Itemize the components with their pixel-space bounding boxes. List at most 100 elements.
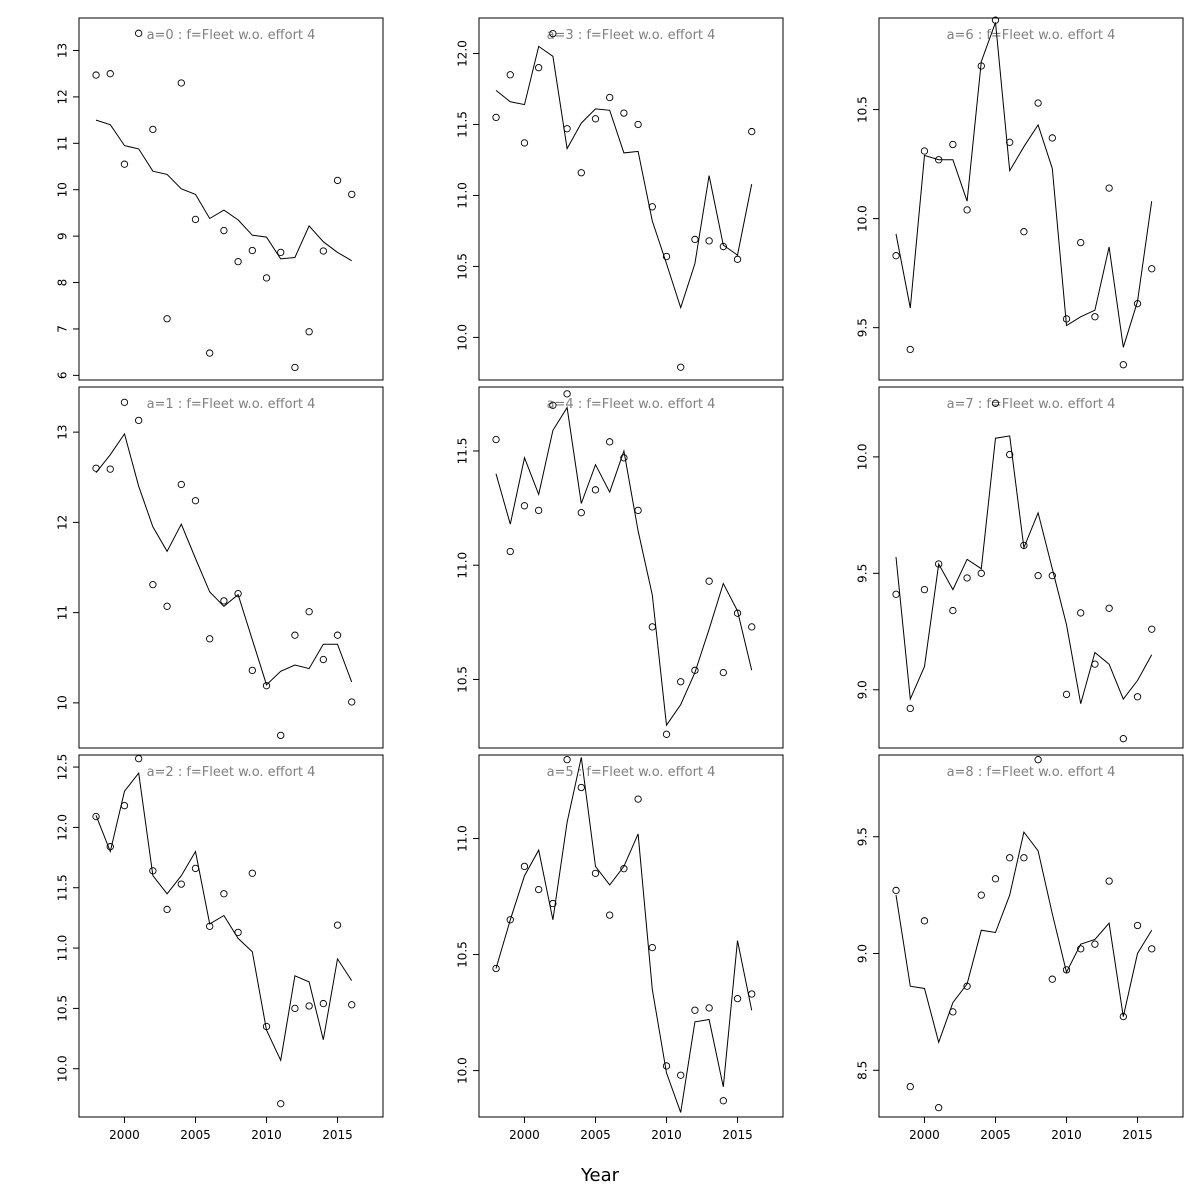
- observed-point: [1020, 854, 1028, 862]
- y-tick-label: 11: [56, 605, 70, 620]
- observed-point: [691, 1006, 699, 1014]
- observed-point: [662, 1062, 671, 1070]
- observed-point: [535, 885, 543, 894]
- observed-point: [520, 862, 529, 871]
- fitted-line: [95, 119, 352, 262]
- observed-point: [563, 755, 571, 764]
- observed-point: [333, 921, 342, 929]
- observed-point: [1091, 313, 1099, 321]
- observed-point: [319, 247, 327, 255]
- observed-point: [705, 577, 713, 585]
- observed-point: [733, 255, 742, 263]
- y-tick-label: 10.5: [456, 253, 470, 280]
- panel-title: a=6 : f=Fleet w.o. effort 4: [947, 28, 1116, 43]
- observed-point: [262, 274, 271, 282]
- plot-frame: [78, 386, 384, 749]
- y-tick-label: 10.0: [856, 205, 870, 232]
- observed-point: [906, 1082, 914, 1091]
- observed-point: [520, 502, 529, 510]
- observed-point: [620, 454, 628, 462]
- observed-point: [577, 783, 585, 792]
- y-tick-label: 9.5: [856, 318, 870, 337]
- y-tick-label: 11.5: [56, 874, 70, 901]
- observed-point: [662, 730, 671, 738]
- observed-point: [220, 597, 228, 605]
- observed-point: [163, 602, 171, 610]
- observed-point: [935, 156, 943, 164]
- observed-point: [634, 506, 642, 515]
- observed-point: [677, 1071, 685, 1079]
- observed-point: [305, 608, 313, 616]
- observed-point: [719, 242, 727, 251]
- observed-point: [691, 235, 699, 244]
- observed-point: [677, 678, 685, 686]
- panel-title: a=2 : f=Fleet w.o. effort 4: [147, 765, 316, 780]
- observed-point: [135, 29, 143, 37]
- panel-title: a=7 : f=Fleet w.o. effort 4: [947, 397, 1116, 412]
- observed-point: [520, 139, 529, 147]
- observed-point: [506, 916, 514, 924]
- observed-point: [648, 623, 656, 631]
- fitted-line: [95, 771, 353, 1062]
- plot-frame: [478, 754, 784, 1118]
- panel-title: a=5 : f=Fleet w.o. effort 4: [547, 765, 716, 780]
- y-tick-label: 6: [56, 372, 70, 380]
- y-tick-label: 10.5: [856, 96, 870, 123]
- panel-a1: a=1 : f=Fleet w.o. effort 4 10 11 12 13: [56, 386, 384, 749]
- observed-point: [220, 226, 228, 235]
- plot-frame: [878, 17, 1184, 381]
- x-tick-label: 2000: [509, 1128, 540, 1142]
- y-tick-label: 11.0: [456, 825, 470, 852]
- fitted-line: [495, 757, 753, 1113]
- observed-point: [963, 574, 971, 582]
- observed-point: [120, 802, 129, 810]
- observed-point: [1048, 134, 1056, 142]
- observed-point: [949, 606, 957, 615]
- observed-point: [705, 237, 713, 245]
- observed-point: [963, 982, 971, 990]
- y-tick-label: 12.5: [56, 754, 70, 781]
- x-tick-label: 2005: [980, 1128, 1011, 1142]
- y-tick-label: 10.0: [456, 1057, 470, 1084]
- observed-point: [719, 668, 727, 677]
- observed-point: [234, 928, 242, 937]
- fitted-line: [895, 435, 1153, 704]
- observed-point: [1119, 735, 1127, 743]
- observed-point: [748, 127, 756, 136]
- observed-point: [106, 465, 114, 473]
- observed-point: [563, 390, 571, 398]
- fitted-line: [95, 432, 353, 686]
- observed-point: [506, 71, 514, 79]
- observed-point: [1105, 604, 1113, 612]
- observed-point: [577, 509, 585, 517]
- y-tick-label: 11: [56, 136, 70, 151]
- observed-point: [348, 698, 356, 706]
- observed-point: [920, 147, 929, 155]
- observed-point: [677, 363, 685, 371]
- observed-point: [149, 867, 157, 875]
- observed-point: [1077, 238, 1085, 247]
- observed-point: [1020, 541, 1028, 550]
- observed-point: [1119, 361, 1127, 369]
- observed-point: [733, 995, 742, 1003]
- observed-point: [305, 1002, 313, 1010]
- y-tick-label: 10.5: [456, 941, 470, 968]
- observed-point: [1105, 877, 1113, 885]
- plot-frame: [478, 386, 784, 749]
- x-tick-label: 2005: [580, 1128, 611, 1142]
- fitted-line: [495, 45, 753, 310]
- observed-point: [177, 480, 185, 489]
- observed-point: [691, 666, 699, 674]
- y-tick-label: 13: [56, 43, 70, 58]
- observed-point: [977, 62, 985, 70]
- y-tick-label: 9.5: [856, 564, 870, 583]
- y-tick-label: 12.0: [56, 814, 70, 841]
- x-tick-label: 2015: [722, 1128, 753, 1142]
- y-tick-label: 11.0: [456, 182, 470, 209]
- observed-point: [248, 869, 256, 877]
- observed-point: [291, 631, 299, 639]
- panel-a4: a=4 : f=Fleet w.o. effort 4 10.5 11.0 11.5: [456, 386, 784, 749]
- y-tick-label: 10: [56, 695, 70, 710]
- observed-point: [135, 754, 143, 763]
- panel-a7: a=7 : f=Fleet w.o. effort 4 9.0 9.5 10.0: [856, 386, 1184, 749]
